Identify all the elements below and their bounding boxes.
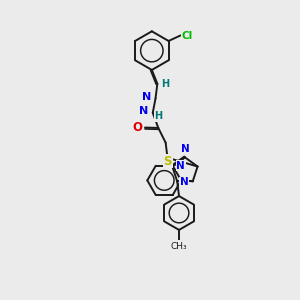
Text: N: N (176, 160, 185, 171)
Text: N: N (180, 177, 189, 187)
Text: N: N (140, 106, 149, 116)
Text: O: O (132, 121, 142, 134)
Text: S: S (164, 154, 172, 167)
Text: N: N (181, 144, 189, 154)
Text: Cl: Cl (182, 31, 193, 41)
Text: N: N (142, 92, 152, 102)
Text: H: H (154, 111, 163, 121)
Text: H: H (161, 79, 169, 89)
Text: CH₃: CH₃ (171, 242, 187, 251)
